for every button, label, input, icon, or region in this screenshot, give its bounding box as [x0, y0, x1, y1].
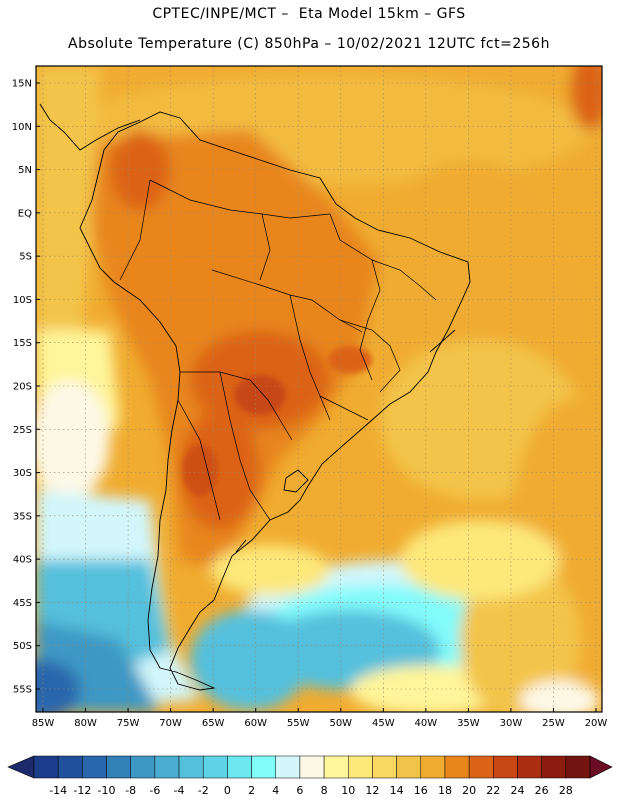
colorbar-swatch	[541, 755, 567, 779]
colorbar-swatch	[444, 755, 470, 779]
map-frame	[35, 65, 603, 713]
lon-tick-label: 70W	[159, 718, 182, 729]
colorbar-left-arrow	[7, 755, 35, 779]
lon-tick-label: 30W	[500, 718, 523, 729]
colorbar-swatch	[227, 755, 252, 779]
latitude-axis-labels: 15N 10N 5N EQ 5S 10S 15S 20S 25S 30S 35S 40S 45S 50S 5…	[12, 79, 40, 696]
lat-tick-label: 10N	[12, 122, 32, 133]
colorbar-label: -10	[98, 784, 116, 797]
lat-tick-label: 55S	[13, 685, 32, 696]
lon-tick-label: 65W	[202, 718, 225, 729]
lon-tick-label: 35W	[457, 718, 480, 729]
colorbar-swatch	[517, 755, 542, 779]
colorbar-label: 8	[321, 784, 328, 797]
colorbar-swatch	[106, 755, 131, 779]
colorbar-label: -4	[174, 784, 185, 797]
lon-tick-label: 85W	[32, 718, 55, 729]
colorbar-label: 4	[272, 784, 279, 797]
colorbar-label: 28	[559, 784, 573, 797]
colorbar-swatch	[130, 755, 156, 779]
colorbar-swatch	[202, 755, 228, 779]
colorbar-label: 0	[224, 784, 231, 797]
colorbar-label: 26	[535, 784, 549, 797]
colorbar-swatch	[493, 755, 518, 779]
lat-tick-label: 20S	[13, 382, 32, 393]
lat-tick-label: 15N	[12, 79, 32, 90]
colorbar-label: 10	[341, 784, 355, 797]
lat-tick-label: 5N	[18, 165, 32, 176]
colorbar-swatch	[275, 755, 301, 779]
lat-tick-label: 25S	[13, 425, 32, 436]
colorbar-swatch	[178, 755, 204, 779]
colorbar-swatch	[348, 755, 373, 779]
lon-tick-label: 50W	[329, 718, 352, 729]
colorbar-right-arrow	[589, 755, 613, 779]
lat-tick-label: 50S	[13, 641, 32, 652]
colorbar-label: 14	[390, 784, 404, 797]
lon-tick-label: 55W	[287, 718, 310, 729]
colorbar-label: 18	[438, 784, 452, 797]
lat-tick-label: 30S	[13, 468, 32, 479]
colorbar-swatch	[299, 755, 325, 779]
lon-tick-label: 60W	[244, 718, 267, 729]
map-title-line-1: CPTEC/INPE/MCT – Eta Model 15km – GFS	[152, 6, 466, 22]
colorbar-label: 12	[365, 784, 379, 797]
colorbar-label: 2	[248, 784, 255, 797]
lat-tick-label: EQ	[18, 208, 32, 219]
colorbar-swatch	[33, 755, 59, 779]
lon-tick-label: 45W	[372, 718, 395, 729]
map-title-line-2: Absolute Temperature (C) 850hPa – 10/02/…	[68, 36, 550, 52]
lat-tick-label: 10S	[13, 295, 32, 306]
colorbar-swatch	[468, 755, 494, 779]
colorbar-label: 24	[510, 784, 524, 797]
lat-tick-label: 5S	[19, 252, 32, 263]
colorbar-label: 22	[486, 784, 500, 797]
lon-tick-label: 20W	[585, 718, 608, 729]
colorbar-swatch	[154, 755, 180, 779]
colorbar-swatch	[323, 755, 349, 779]
colorbar-label: -14	[49, 784, 67, 797]
colorbar-label: -2	[198, 784, 209, 797]
lat-tick-label: 35S	[13, 511, 32, 522]
temperature-colorbar: -14 -12 -10 -8 -6 -4 -2 0 2 4 6 8 10 12 14 16 18 20 22 24 26…	[7, 755, 613, 797]
colorbar-swatch	[57, 755, 83, 779]
colorbar-label: -12	[73, 784, 91, 797]
colorbar-swatch	[396, 755, 422, 779]
colorbar-swatch	[565, 755, 591, 779]
lon-tick-label: 40W	[415, 718, 438, 729]
lat-tick-label: 40S	[13, 555, 32, 566]
coastline	[39, 103, 471, 691]
lon-tick-label: 75W	[117, 718, 140, 729]
colorbar-label: 16	[414, 784, 428, 797]
colorbar-swatch	[251, 755, 276, 779]
lat-tick-label: 45S	[13, 598, 32, 609]
longitude-axis-labels: 85W 80W 75W 70W 65W 60W 55W 50W 45W 40W 35W 30W 25W 2…	[32, 708, 608, 729]
colorbar-label: -8	[125, 784, 136, 797]
lon-tick-label: 80W	[74, 718, 97, 729]
colorbar-swatch	[372, 755, 397, 779]
colorbar-label: 20	[462, 784, 476, 797]
colorbar-swatch	[420, 755, 446, 779]
colorbar-swatch	[82, 755, 107, 779]
lat-tick-label: 15S	[13, 338, 32, 349]
colorbar-label: -6	[149, 784, 160, 797]
colorbar-label: 6	[296, 784, 303, 797]
country-borders	[119, 179, 437, 521]
lon-tick-label: 25W	[542, 718, 565, 729]
temperature-field	[36, 66, 602, 712]
